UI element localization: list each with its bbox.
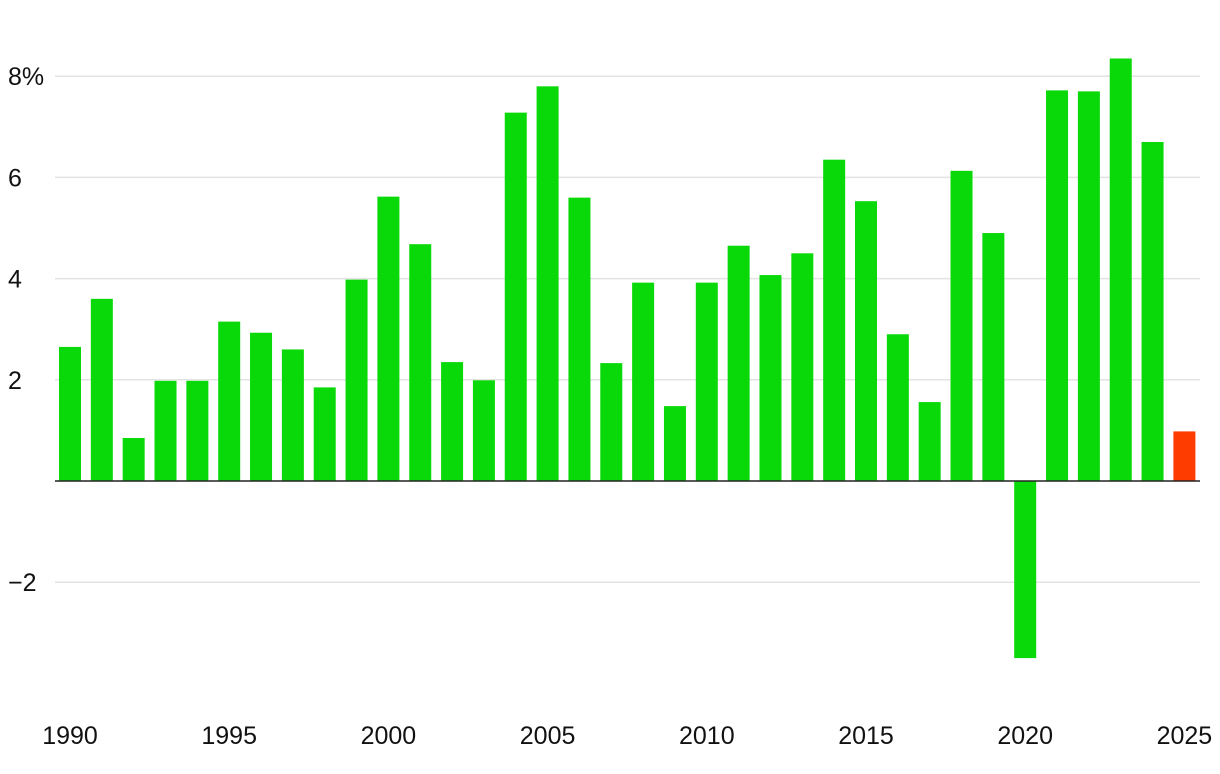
- bar: [281, 349, 304, 481]
- bar: [1046, 90, 1069, 482]
- bar: [504, 112, 527, 481]
- bar: [791, 253, 814, 481]
- bar: [154, 380, 177, 481]
- bar: [186, 380, 209, 481]
- bar: [122, 437, 145, 481]
- y-tick-label: 8%: [8, 63, 44, 91]
- x-tick-label: 2000: [361, 722, 417, 750]
- bar: [663, 406, 686, 481]
- bar: [1109, 58, 1132, 482]
- bar: [90, 298, 113, 481]
- bar: [855, 201, 877, 481]
- x-axis-ticks: 1990 1995 2000 2005 2010 2015 2020 2025: [42, 722, 1212, 750]
- x-tick-label: 1995: [201, 722, 257, 750]
- bar: [1077, 91, 1100, 481]
- x-tick-label: 2020: [997, 722, 1053, 750]
- bar: [727, 245, 750, 481]
- x-tick-label: 2025: [1157, 722, 1213, 750]
- bars: [59, 58, 1196, 659]
- y-tick-label: 4: [8, 266, 22, 294]
- bar: [409, 244, 432, 481]
- bar: [759, 275, 782, 481]
- gridlines: [55, 75, 1200, 583]
- x-tick-label: 1990: [42, 722, 98, 750]
- bar: [250, 332, 273, 481]
- y-tick-label: −2: [8, 569, 37, 597]
- bar: [695, 282, 718, 481]
- bar: [918, 402, 941, 481]
- y-tick-label: 2: [8, 367, 22, 395]
- bar: [377, 196, 400, 482]
- bar: [313, 387, 336, 481]
- bar: [536, 86, 559, 481]
- bar: [982, 233, 1005, 481]
- bar: [632, 282, 655, 481]
- bar: [823, 159, 846, 481]
- bar: [441, 362, 464, 481]
- x-tick-label: 2015: [838, 722, 894, 750]
- y-tick-label: 6: [8, 164, 22, 192]
- x-tick-label: 2005: [520, 722, 576, 750]
- bar: [1014, 481, 1037, 659]
- x-tick-label: 2010: [679, 722, 735, 750]
- bar: [218, 321, 241, 481]
- bar: [472, 380, 495, 481]
- bar: [568, 197, 591, 481]
- bar: [600, 363, 623, 481]
- bar: [1173, 431, 1196, 481]
- bar: [1141, 141, 1164, 482]
- bar: [59, 346, 81, 481]
- bar: [950, 170, 973, 481]
- bar: [886, 334, 909, 481]
- y-axis-ticks: −2 2 4 6 8%: [8, 63, 44, 597]
- bar: [345, 279, 368, 481]
